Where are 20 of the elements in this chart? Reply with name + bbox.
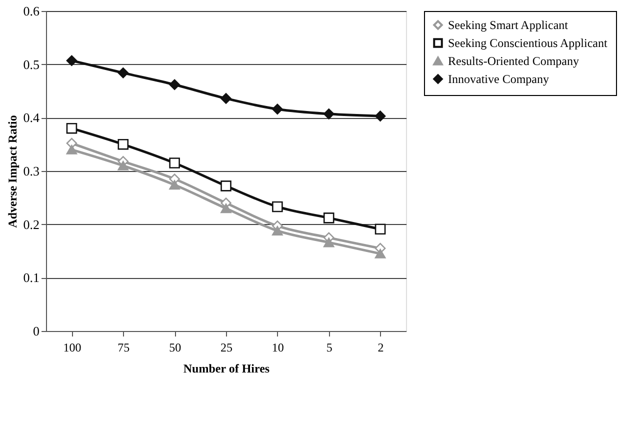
x-tick-label: 2 — [378, 340, 384, 354]
x-axis-title: Number of Hires — [183, 362, 270, 376]
y-tick-label: 0.4 — [23, 110, 40, 126]
y-tick-label: 0 — [33, 324, 40, 338]
y-tick-label: 0.2 — [23, 216, 40, 232]
x-tick-label: 50 — [169, 340, 182, 354]
y-tick-label: 0.3 — [23, 164, 40, 178]
legend-label: Innovative Company — [448, 72, 549, 86]
y-tick-label: 0.1 — [23, 270, 40, 286]
y-tick-label: 0.6 — [23, 4, 40, 18]
x-tick-label: 100 — [63, 340, 82, 354]
y-tick-label: 0.5 — [23, 56, 40, 72]
x-tick-label: 5 — [326, 340, 332, 354]
legend-label: Seeking Conscientious Applicant — [448, 36, 608, 50]
x-tick-label: 75 — [118, 340, 130, 354]
y-axis-title: Adverse Impact Ratio — [5, 115, 20, 228]
legend-label: Results-Oriented Company — [448, 54, 579, 68]
x-tick-label: 10 — [272, 340, 284, 354]
legend-label: Seeking Smart Applicant — [448, 18, 569, 32]
x-tick-label: 25 — [220, 340, 232, 354]
